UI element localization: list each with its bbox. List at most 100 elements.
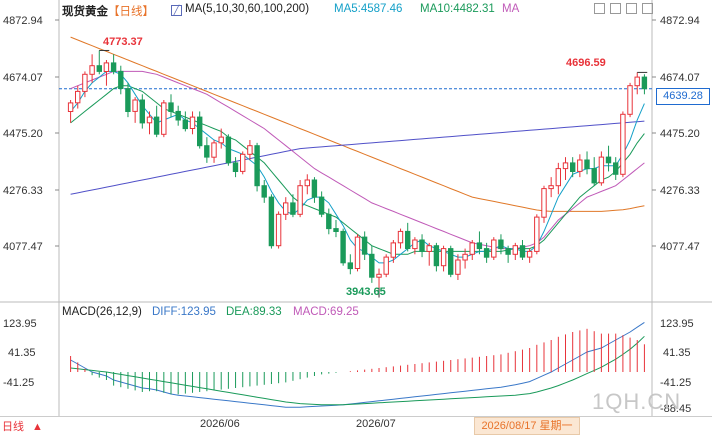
macd-dea-value: DEA:89.33 <box>226 306 282 318</box>
period-tab[interactable]: 日线 ▲ <box>2 418 43 434</box>
price-axis-label: 4077.47 <box>3 241 43 253</box>
candle-body <box>182 119 189 130</box>
candle-body <box>168 102 174 113</box>
candle-body <box>354 236 361 270</box>
price-axis-right-label: 4475.20 <box>660 128 700 140</box>
candle-body <box>620 113 626 175</box>
current-price-tag: 4639.28 <box>656 88 710 105</box>
candle-body <box>627 85 633 115</box>
ma-more-label: MA <box>502 3 520 15</box>
candle-body <box>605 156 612 164</box>
candle-body <box>297 185 303 215</box>
overlay-marks <box>99 49 648 298</box>
macd-axis-right-label: 123.95 <box>660 318 694 330</box>
candle-body <box>534 216 540 252</box>
candle-body <box>89 65 95 75</box>
candle-body <box>75 90 81 104</box>
candle-body <box>383 256 389 275</box>
price-axis-label: 4872.94 <box>3 15 43 27</box>
ma30-line <box>70 70 645 250</box>
candle-body <box>541 188 547 218</box>
date-box: 2026/08/17 星期一 <box>474 417 580 435</box>
window-controls <box>594 3 653 17</box>
macd-dea-line <box>70 335 645 406</box>
candle-body <box>548 185 554 190</box>
candle-body <box>519 245 526 258</box>
price-axis-right-label: 4077.47 <box>660 241 700 253</box>
grid-lines <box>0 0 712 416</box>
candle-body <box>290 202 296 215</box>
close-icon[interactable] <box>642 3 653 14</box>
macd-axis-right-label: -41.25 <box>660 377 692 389</box>
candle-body <box>232 162 239 172</box>
period-label[interactable]: 【日线】 <box>108 6 154 18</box>
high-annotation: 4773.37 <box>103 36 143 48</box>
candle-body <box>153 116 160 135</box>
low-annotation: 3943.65 <box>346 286 386 298</box>
candle-body <box>562 162 569 170</box>
candle-body <box>440 248 447 267</box>
recent-high-annotation: 4696.59 <box>566 57 606 69</box>
minimize-icon[interactable] <box>610 3 621 14</box>
candle-body <box>613 162 619 175</box>
candle-body <box>570 162 576 172</box>
macd-axis-right-label: -88.45 <box>660 403 692 415</box>
candle-body <box>146 116 153 124</box>
macd-axis-right-label: 41.35 <box>663 347 691 359</box>
candle-body <box>426 245 432 252</box>
candle-body <box>634 76 640 87</box>
candle-body <box>405 230 411 249</box>
candle-body <box>268 196 275 247</box>
symbol-name: 现货黄金 <box>62 6 108 18</box>
candle-body <box>483 248 490 258</box>
candle-body <box>369 253 375 278</box>
maximize-icon[interactable] <box>626 3 637 14</box>
dropdown-icon: ▲ <box>32 421 43 433</box>
candle-body <box>283 202 289 215</box>
candle-body <box>469 242 475 255</box>
candle-body <box>326 213 332 230</box>
macd-axis-label: -41.25 <box>3 377 35 389</box>
symbol-title: 现货黄金【日线】 <box>62 3 154 19</box>
price-axis-right-label: 4872.94 <box>660 15 700 27</box>
price-axis-label: 4276.33 <box>3 185 43 197</box>
candle-body <box>139 99 146 124</box>
ma-toggle-icon[interactable]: ╱ <box>171 4 182 16</box>
candle-body <box>254 145 260 187</box>
candle-body <box>275 213 282 247</box>
candle-body <box>598 156 605 184</box>
candle-body <box>304 179 311 187</box>
candle-body <box>591 168 597 184</box>
period-tab-label: 日线 <box>2 421 24 433</box>
candle-body <box>318 196 325 215</box>
candle-body <box>197 116 203 147</box>
candle-body <box>361 236 368 255</box>
candle-body <box>240 153 246 172</box>
candle-body <box>412 239 418 250</box>
candle-body <box>555 168 561 187</box>
candle-body <box>118 70 124 90</box>
ma-settings-label[interactable]: MA(5,10,30,60,100,200) <box>185 3 310 15</box>
macd-panel <box>70 328 645 395</box>
candle-body <box>189 116 196 129</box>
ma60-line <box>70 36 645 212</box>
candle-body <box>103 62 110 73</box>
macd-title[interactable]: MACD(26,12,9) <box>62 306 142 318</box>
price-axis-right-label: 4276.33 <box>660 185 700 197</box>
x-axis-label: 2026/07 <box>356 418 396 430</box>
ma10-value: MA10:4482.31 <box>420 3 495 15</box>
candle-body <box>347 262 354 270</box>
grid-icon[interactable] <box>594 3 605 14</box>
candle-body <box>333 228 339 233</box>
price-axis-right-label: 4674.07 <box>660 72 700 84</box>
candle-body <box>476 242 483 250</box>
candle-body <box>340 230 346 264</box>
macd-diff-line <box>70 321 645 408</box>
candle-body <box>455 259 461 275</box>
candle-body <box>225 136 232 164</box>
candle-body <box>175 110 181 121</box>
candle-body <box>204 145 210 158</box>
candle-body <box>67 102 74 113</box>
candle-body <box>419 239 425 252</box>
